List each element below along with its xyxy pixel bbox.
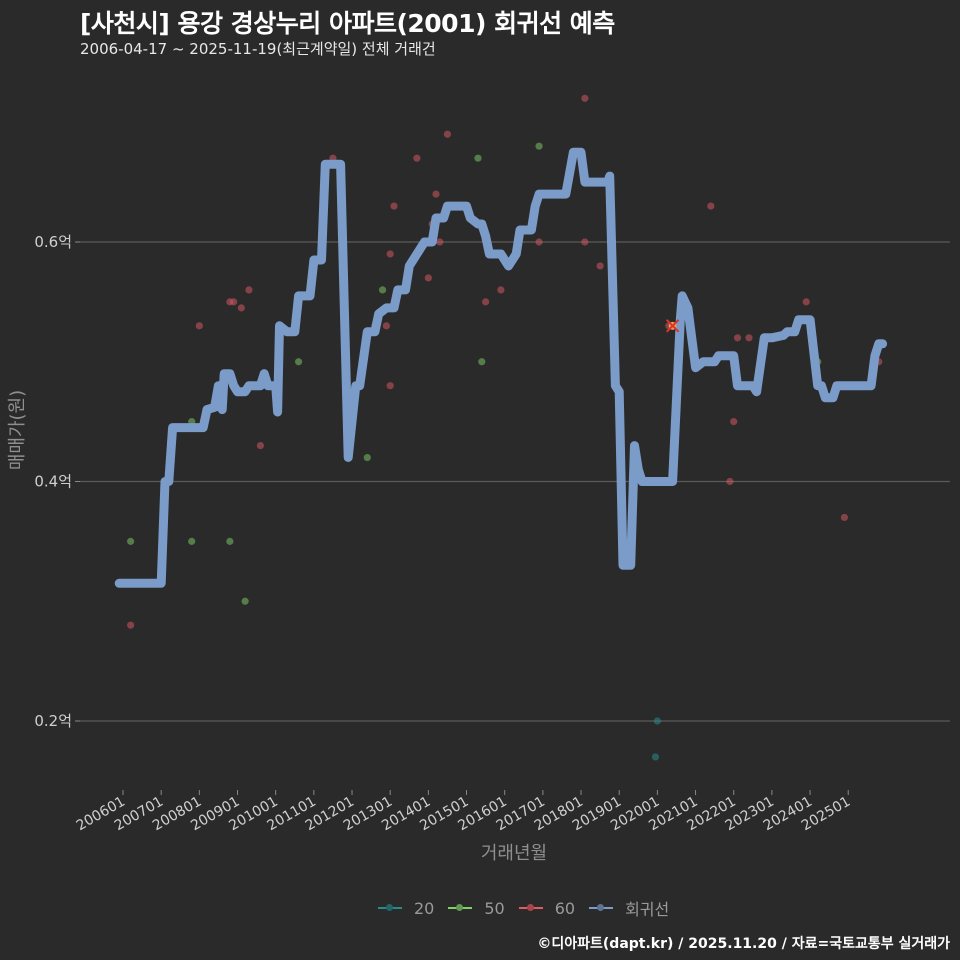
data-point-60: [733, 334, 742, 342]
data-point-60: [581, 94, 589, 102]
x-axis-ticks: 2006012007012008012009012010012011012012…: [74, 790, 853, 834]
data-point-60: [195, 322, 203, 330]
data-point-20: [653, 717, 661, 725]
y-tick-label: 0.2억: [34, 712, 72, 730]
data-point-60: [256, 441, 265, 450]
data-point-50: [535, 142, 543, 150]
data-point-50: [378, 286, 387, 294]
regression-path: [114, 147, 888, 588]
data-point-60: [535, 238, 543, 246]
chart-subtitle: 2006-04-17 ~ 2025-11-19(최근계약일) 전체 거래건: [80, 40, 436, 58]
legend-swatch-icon: [589, 901, 614, 915]
footer-credit: ©디아파트(dapt.kr) / 2025.11.20 / 자료=국토교통부 실…: [537, 936, 950, 952]
data-point-60: [230, 298, 238, 306]
regression-line: [114, 147, 888, 588]
data-point-60: [581, 238, 589, 246]
data-point-60: [382, 322, 390, 330]
data-point-60: [726, 477, 734, 486]
data-point-60: [482, 298, 490, 306]
legend-label: 20: [414, 898, 435, 918]
legend-item-회귀선: 회귀선: [589, 896, 669, 920]
data-point-60: [730, 418, 738, 426]
legend-swatch-icon: [448, 901, 473, 915]
y-gridlines: [80, 241, 950, 722]
data-point-60: [432, 190, 440, 198]
data-point-60: [436, 238, 444, 246]
legend-label: 60: [554, 898, 576, 918]
chart-title: [사천시] 용강 경상누리 아파트(2001) 회귀선 예측: [80, 9, 615, 38]
legend-item-20: 20: [378, 899, 434, 918]
legend-item-50: 50: [448, 898, 505, 918]
data-point-60: [386, 382, 394, 390]
y-tick-label: 0.4억: [34, 473, 72, 491]
legend-label: 50: [484, 898, 505, 918]
data-point-60: [424, 274, 432, 282]
data-point-50: [226, 537, 234, 545]
legend-item-60: 60: [518, 898, 576, 918]
legend-swatch-icon: [378, 901, 402, 915]
data-point-60: [245, 286, 253, 294]
y-tick-label: 0.6억: [34, 233, 72, 251]
data-point-60: [443, 130, 452, 138]
legend-label: 회귀선: [625, 900, 670, 919]
data-point-60: [745, 334, 753, 342]
x-axis-title: 거래년월: [481, 843, 547, 864]
data-point-50: [478, 358, 486, 366]
data-point-60: [596, 262, 604, 270]
data-point-60: [497, 286, 505, 294]
data-point-60: [390, 202, 398, 210]
data-point-50: [294, 358, 303, 366]
data-point-60: [413, 154, 421, 162]
y-axis-title: 매매가(원): [7, 390, 28, 470]
data-point-20: [651, 753, 660, 761]
data-point-60: [840, 513, 849, 522]
data-point-50: [127, 537, 135, 545]
data-point-50: [241, 597, 249, 605]
chart-legend: 20 50 60 회귀선: [378, 896, 683, 920]
data-point-60: [386, 250, 394, 258]
data-point-60: [237, 304, 245, 312]
highlight-marker: [665, 319, 680, 333]
data-point-60: [802, 298, 810, 306]
data-point-60: [707, 202, 715, 210]
data-point-50: [474, 154, 482, 162]
data-point-60: [127, 621, 135, 629]
legend-swatch-icon: [518, 901, 543, 915]
data-point-50: [188, 537, 196, 545]
data-point-50: [363, 453, 371, 462]
scatter-points: [127, 94, 883, 761]
y-axis-ticks: 0.2억 0.4억 0.6억: [34, 233, 80, 730]
